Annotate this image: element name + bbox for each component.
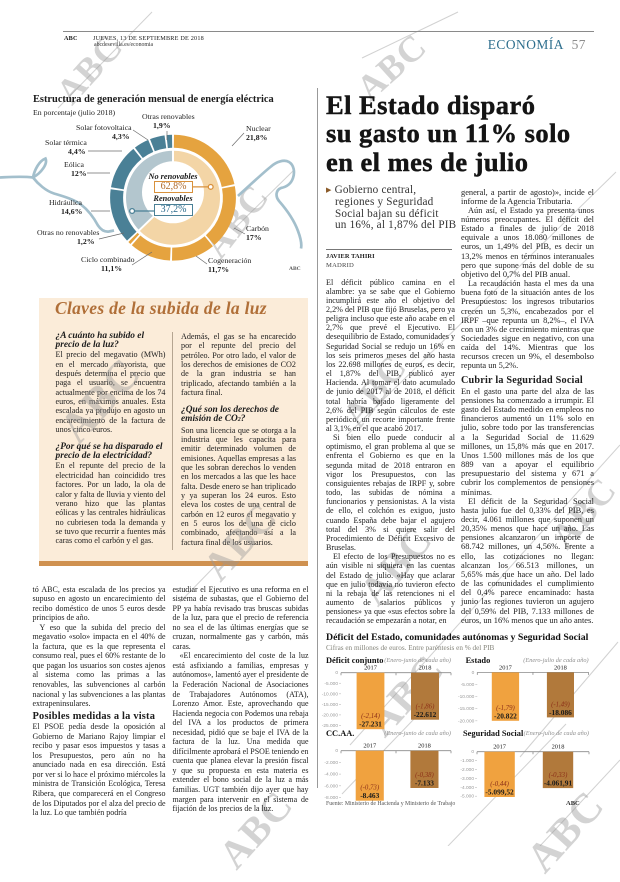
svg-text:2017: 2017 — [363, 743, 377, 750]
svg-text:-20.822: -20.822 — [494, 711, 517, 720]
svg-text:-20.000: -20.000 — [322, 712, 339, 718]
svg-text:(-0,38): (-0,38) — [415, 772, 434, 779]
svg-text:-4.000: -4.000 — [460, 785, 474, 791]
svg-text:0: 0 — [335, 748, 338, 754]
svg-text:-2.000: -2.000 — [460, 767, 474, 773]
svg-text:(-1,86): (-1,86) — [416, 704, 435, 711]
svg-text:(Enero-junio de cada año): (Enero-junio de cada año) — [384, 657, 451, 664]
svg-text:(Enero-julio de cada año): (Enero-julio de cada año) — [524, 730, 589, 737]
svg-text:2018: 2018 — [552, 744, 565, 751]
svg-text:-20.000: -20.000 — [458, 718, 475, 724]
svg-text:-8.000: -8.000 — [324, 795, 338, 801]
svg-text:-5.099,52: -5.099,52 — [485, 788, 514, 797]
svg-text:Seguridad Social: Seguridad Social — [463, 729, 524, 738]
svg-text:0: 0 — [335, 670, 338, 676]
svg-text:-4.000: -4.000 — [324, 772, 338, 778]
svg-text:0: 0 — [471, 749, 474, 755]
svg-text:2018: 2018 — [554, 664, 567, 671]
svg-text:-5.000: -5.000 — [460, 794, 474, 800]
svg-text:-1.000: -1.000 — [460, 758, 474, 764]
svg-text:(Enero-junio de cada año): (Enero-junio de cada año) — [384, 730, 451, 737]
svg-text:CC.AA.: CC.AA. — [326, 729, 354, 738]
svg-text:-15.000: -15.000 — [322, 702, 339, 708]
svg-text:(-1,49): (-1,49) — [551, 701, 570, 708]
svg-text:-6.000: -6.000 — [324, 783, 338, 789]
svg-text:-4.061,91: -4.061,91 — [544, 779, 573, 788]
svg-text:Estado: Estado — [466, 656, 491, 665]
svg-text:-25.000: -25.000 — [322, 723, 339, 729]
svg-text:0: 0 — [472, 670, 475, 676]
svg-text:(-2,14): (-2,14) — [361, 713, 380, 720]
svg-text:(-0,33): (-0,33) — [549, 772, 568, 779]
svg-text:2017: 2017 — [493, 744, 507, 751]
svg-text:-18.086: -18.086 — [549, 708, 572, 717]
svg-text:2018: 2018 — [419, 665, 432, 672]
svg-text:-22.612: -22.612 — [414, 710, 437, 719]
svg-text:-27.231: -27.231 — [359, 720, 382, 729]
svg-text:-2.000: -2.000 — [324, 760, 338, 766]
svg-text:-5.000: -5.000 — [324, 681, 338, 687]
svg-text:2018: 2018 — [418, 743, 431, 750]
svg-text:-10.000: -10.000 — [458, 694, 475, 700]
svg-text:-8.463: -8.463 — [360, 791, 379, 800]
svg-text:-5.000: -5.000 — [461, 682, 475, 688]
svg-text:-3.000: -3.000 — [460, 776, 474, 782]
svg-text:(-0,44): (-0,44) — [490, 781, 509, 788]
svg-text:Déficit conjunto: Déficit conjunto — [326, 656, 383, 665]
svg-text:-10.000: -10.000 — [322, 691, 339, 697]
svg-text:(-0,73): (-0,73) — [360, 785, 379, 792]
svg-text:2017: 2017 — [499, 664, 513, 671]
svg-text:(Enero-julio de cada año): (Enero-julio de cada año) — [523, 657, 588, 664]
svg-text:(-1,79): (-1,79) — [496, 705, 515, 712]
svg-text:2017: 2017 — [364, 665, 378, 672]
svg-text:-15.000: -15.000 — [458, 706, 475, 712]
svg-text:-7.133: -7.133 — [415, 779, 434, 788]
